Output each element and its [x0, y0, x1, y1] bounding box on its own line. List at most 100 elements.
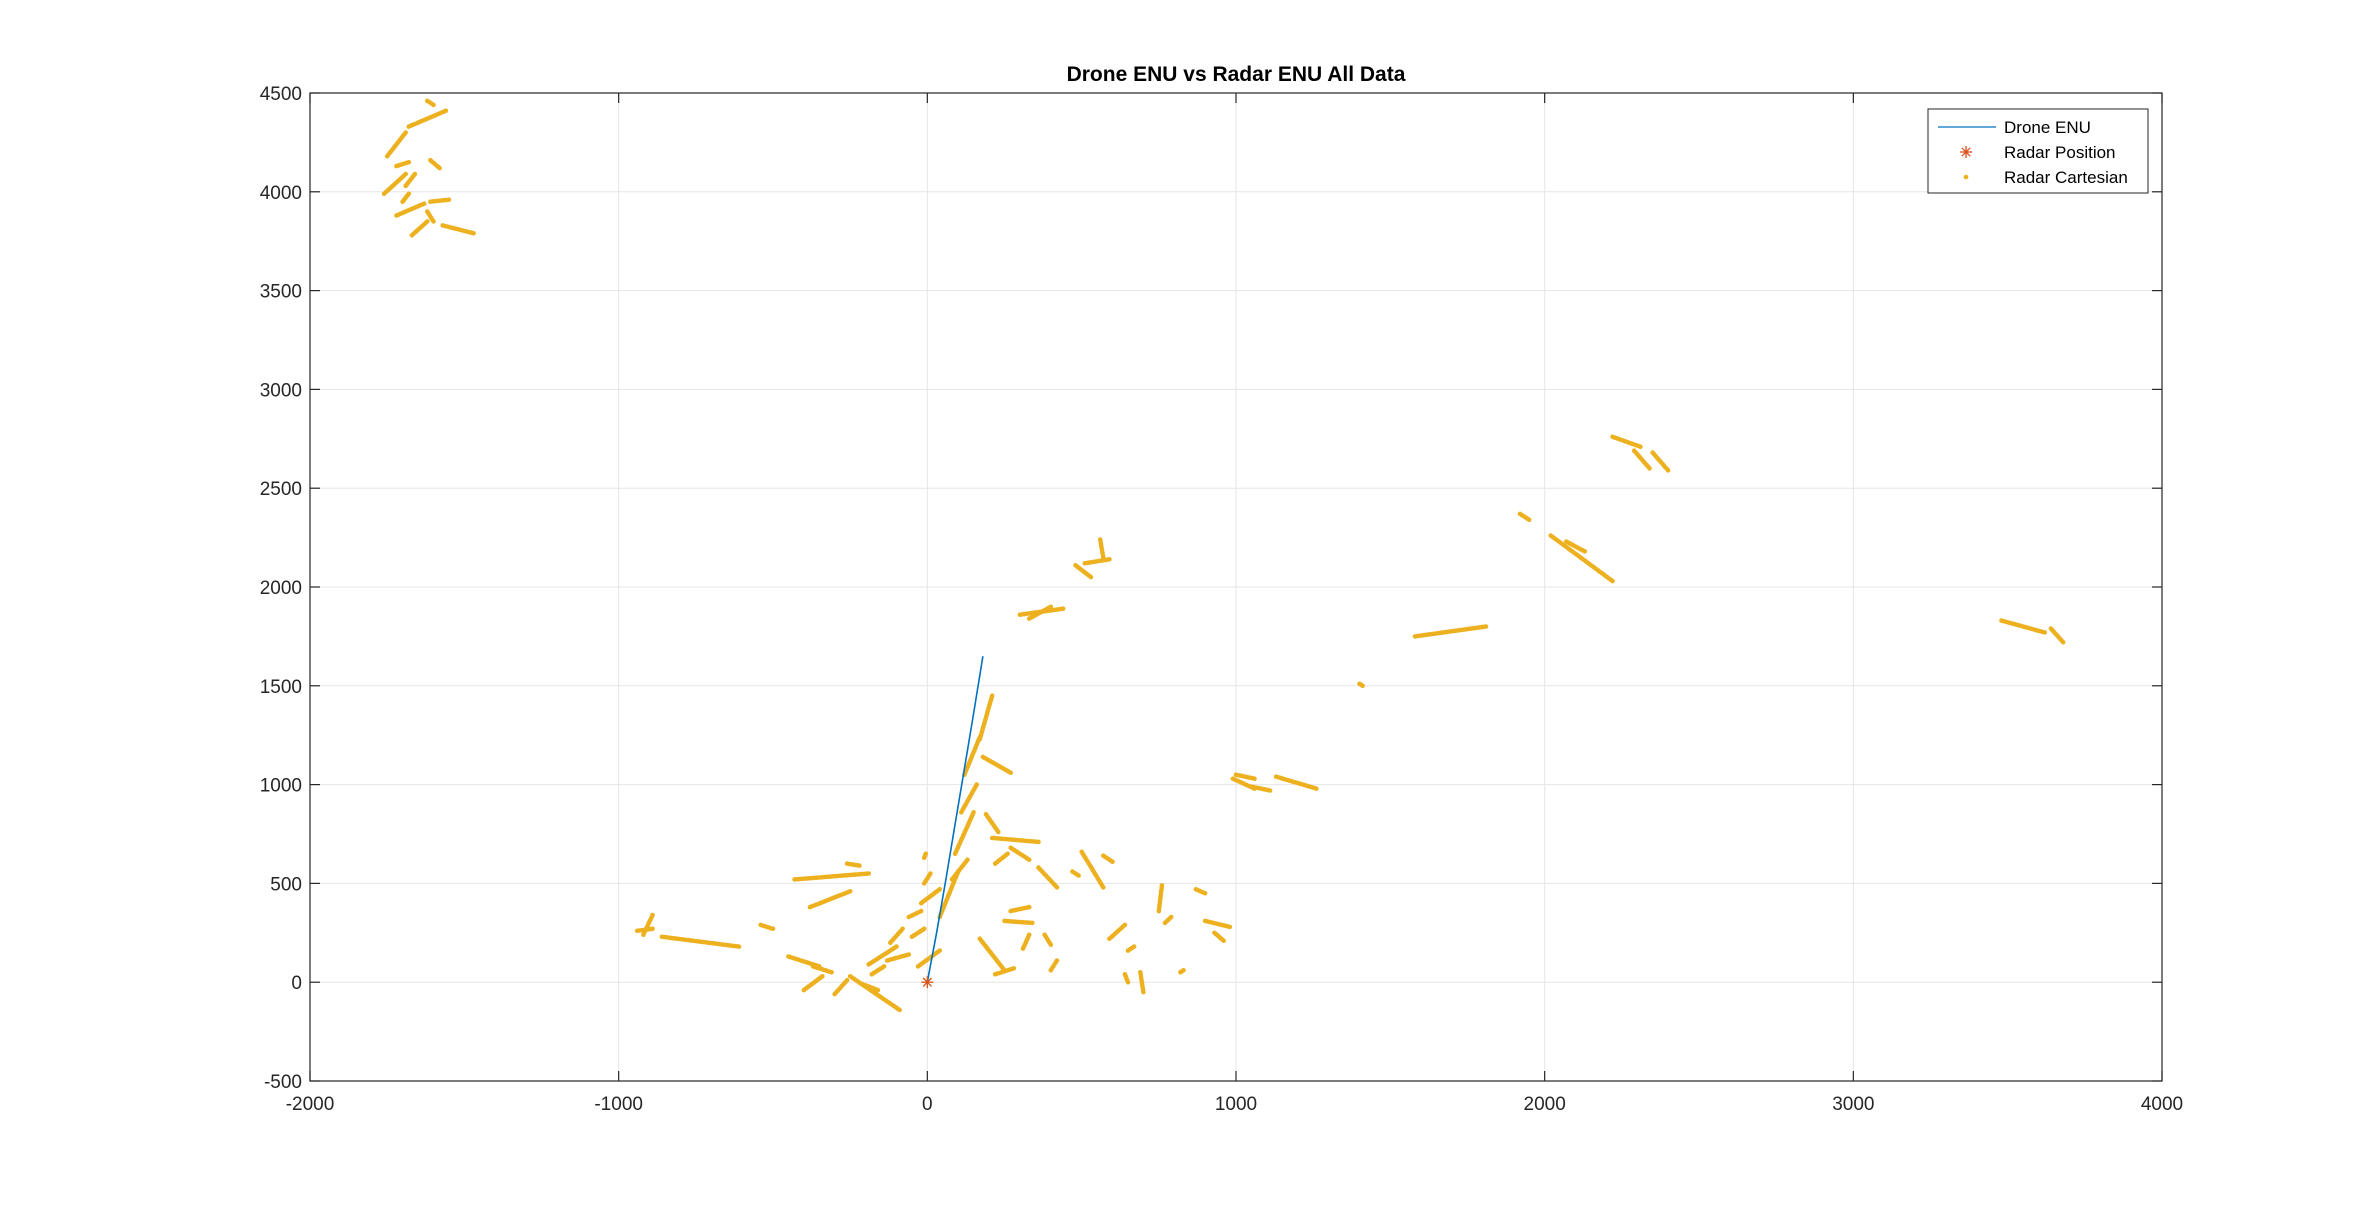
radar-point: [1005, 851, 1010, 857]
radar-track: [440, 223, 476, 236]
x-tick-label: -2000: [286, 1094, 335, 1115]
radar-point: [1122, 922, 1128, 928]
radar-point: [965, 857, 970, 862]
radar-point: [443, 108, 449, 114]
radar-track: [425, 209, 436, 224]
radar-track: [992, 851, 1010, 866]
x-tick-label: 2000: [1524, 1094, 1566, 1115]
radar-point: [937, 948, 942, 953]
radar-track: [1631, 448, 1652, 471]
y-tick-label: 500: [270, 874, 302, 895]
radar-point: [431, 102, 436, 108]
radar-track: [832, 977, 850, 997]
radar-point: [650, 912, 655, 918]
axes: -2000 -1000 0 1000 2000 3000 4000 -500 0 500 1000 1…: [260, 84, 2183, 1115]
radar-point: [1101, 885, 1106, 890]
radar-point: [437, 165, 442, 171]
radar-track: [1178, 968, 1186, 975]
radar-track: [1125, 944, 1137, 953]
radar-point: [1060, 606, 1066, 611]
radar-track: [1156, 883, 1165, 914]
radar-point: [406, 159, 412, 165]
radar-track: [810, 964, 834, 975]
radar-track: [884, 952, 912, 963]
radar-track: [921, 851, 929, 860]
radar-track: [1107, 922, 1128, 941]
y-tick-label: 1000: [260, 776, 302, 797]
radar-track: [1412, 624, 1489, 639]
radar-point: [1314, 786, 1319, 791]
radar-point: [446, 197, 452, 202]
radar-track: [921, 871, 933, 886]
radar-point: [1048, 604, 1054, 610]
radar-point: [1141, 989, 1146, 995]
radar-track: [1273, 774, 1319, 791]
radar-point: [425, 219, 430, 224]
radar-track: [807, 889, 853, 910]
y-tick-label: 4000: [260, 183, 302, 204]
radar-point: [1665, 468, 1671, 473]
radar-track: [801, 974, 825, 993]
radar-track: [641, 912, 655, 938]
y-tick-label: -500: [264, 1072, 302, 1093]
asterisk-stroke: [922, 977, 932, 987]
x-tick-label: -1000: [594, 1094, 643, 1115]
radar-point: [937, 887, 942, 892]
radar-point: [1227, 924, 1233, 930]
legend-label: Radar Cartesian: [2004, 168, 2128, 187]
radar-track: [1357, 681, 1365, 689]
radar-point: [894, 944, 899, 949]
radar-track: [409, 219, 430, 238]
radar-track: [1036, 865, 1060, 890]
radar-track: [1008, 904, 1032, 914]
radar-point: [1026, 857, 1032, 862]
radar-point: [1125, 979, 1131, 985]
radar-point: [1030, 920, 1035, 926]
radar-point: [1011, 966, 1017, 971]
radar-point: [406, 191, 412, 197]
radar-track: [1233, 772, 1257, 781]
radar-point: [974, 782, 979, 787]
radar-track: [1162, 914, 1174, 926]
radar-point: [1026, 932, 1032, 938]
legend-dot-swatch: [1963, 174, 1969, 180]
radar-track: [1008, 845, 1032, 862]
radar-point: [1107, 557, 1112, 562]
asterisk-stroke: [1961, 147, 1971, 157]
radar-point: [928, 871, 933, 876]
radar-point: [1221, 938, 1226, 943]
radar-point: [897, 1007, 902, 1013]
radar-track: [400, 191, 412, 204]
radar-track: [1020, 932, 1032, 951]
y-tick-label: 3500: [260, 282, 302, 303]
radar-point: [996, 829, 1001, 835]
radar-track: [428, 157, 442, 171]
radar-track: [1193, 887, 1208, 896]
radar-track: [1517, 511, 1532, 523]
grid-lines: [310, 93, 2162, 1081]
radar-track: [1122, 972, 1131, 985]
radar-point: [1638, 444, 1643, 450]
radar-point: [2042, 630, 2047, 635]
radar-point: [2060, 640, 2066, 645]
radar-point: [1048, 942, 1054, 947]
radar-track: [428, 197, 452, 204]
radar-track: [1082, 557, 1112, 566]
radar-track: [1564, 539, 1588, 554]
radar-track: [394, 201, 427, 218]
radar-track: [989, 835, 1041, 845]
radar-track: [1073, 563, 1094, 580]
radar-track: [381, 171, 409, 197]
radar-track: [1650, 450, 1671, 473]
radar-track: [977, 936, 1007, 973]
radar-point: [1526, 517, 1532, 523]
radar-track: [1101, 853, 1115, 864]
radar-track: [866, 944, 899, 967]
radar-track: [1002, 918, 1035, 926]
radar-point: [857, 863, 862, 868]
radar-point: [900, 926, 905, 932]
radar-track: [1202, 918, 1233, 930]
radar-track: [980, 754, 1013, 775]
radar-track: [758, 922, 776, 932]
